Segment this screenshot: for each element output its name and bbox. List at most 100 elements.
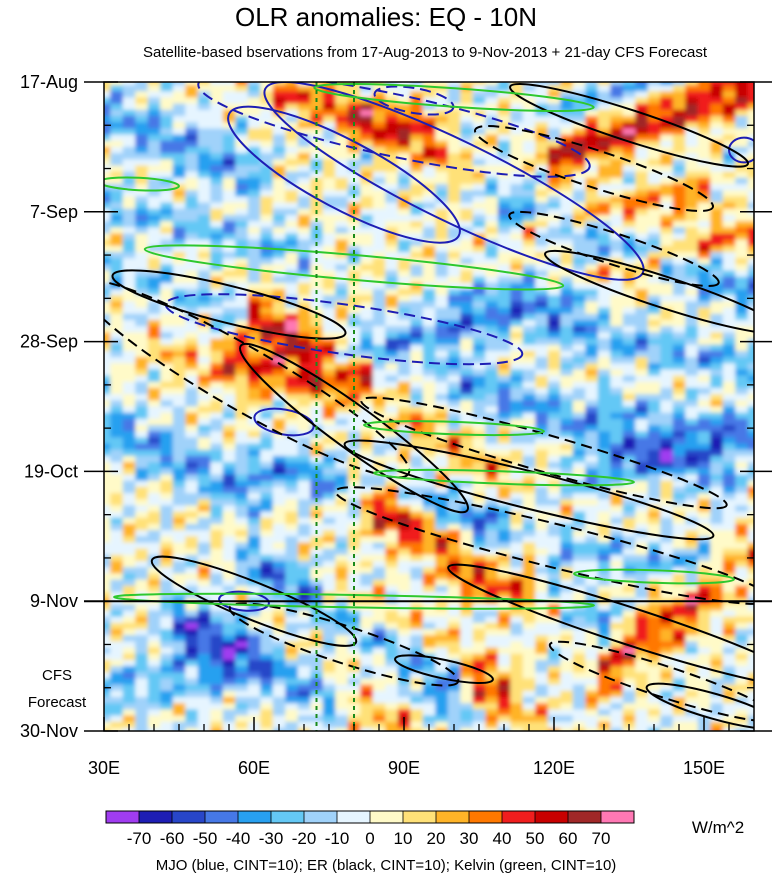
olr-cell xyxy=(260,579,274,587)
olr-cell xyxy=(485,455,499,463)
olr-cell xyxy=(735,91,749,99)
olr-cell xyxy=(597,437,611,445)
olr-cell xyxy=(297,486,311,494)
olr-cell xyxy=(122,183,136,191)
olr-cell xyxy=(104,616,111,624)
olr-cell xyxy=(135,177,149,185)
olr-cell xyxy=(410,245,424,253)
olr-cell xyxy=(385,338,399,346)
olr-cell xyxy=(310,462,324,469)
olr-cell xyxy=(497,165,511,173)
olr-cell xyxy=(122,449,136,457)
olr-cell xyxy=(197,511,211,519)
olr-cell xyxy=(147,128,161,136)
olr-cell xyxy=(447,567,461,574)
olr-cell xyxy=(235,221,249,228)
olr-cell xyxy=(335,573,349,581)
olr-cell xyxy=(572,134,586,142)
olr-cell xyxy=(585,202,599,210)
olr-cell xyxy=(122,480,136,488)
olr-cell xyxy=(597,554,611,562)
olr-cell xyxy=(447,579,461,587)
olr-cell xyxy=(547,579,561,587)
olr-cell xyxy=(747,561,754,568)
olr-cell xyxy=(160,387,174,395)
olr-cell xyxy=(197,418,211,426)
olr-cell xyxy=(85,314,98,321)
olr-cell xyxy=(447,159,461,167)
olr-cell xyxy=(535,239,549,247)
olr-cell xyxy=(747,140,754,148)
olr-cell xyxy=(747,276,754,284)
olr-cell xyxy=(360,523,374,531)
olr-cell xyxy=(235,530,249,537)
olr-cell xyxy=(447,270,461,278)
olr-cell xyxy=(672,480,686,488)
olr-cell xyxy=(247,610,261,618)
olr-cell xyxy=(272,97,286,105)
olr-cell xyxy=(560,295,574,303)
olr-cell xyxy=(560,536,574,544)
olr-cell xyxy=(172,629,186,636)
olr-cell xyxy=(135,542,149,550)
olr-cell xyxy=(435,264,449,272)
olr-cell xyxy=(322,239,336,247)
olr-cell xyxy=(172,591,186,599)
olr-cell xyxy=(197,455,211,463)
olr-cell xyxy=(760,184,772,191)
olr-cell xyxy=(104,221,111,228)
olr-cell xyxy=(135,431,149,438)
olr-cell xyxy=(697,319,711,327)
olr-cell xyxy=(610,338,624,346)
olr-cell xyxy=(147,301,161,309)
olr-cell xyxy=(235,468,249,476)
olr-cell xyxy=(547,412,561,420)
olr-cell xyxy=(135,82,149,86)
olr-cell xyxy=(110,196,124,204)
olr-cell xyxy=(497,295,511,303)
olr-cell xyxy=(547,548,561,556)
olr-cell xyxy=(560,585,574,593)
olr-cell xyxy=(710,208,724,216)
olr-cell xyxy=(222,418,236,426)
olr-cell xyxy=(497,159,511,167)
olr-cell xyxy=(235,511,249,519)
olr-cell xyxy=(648,73,661,80)
olr-cell xyxy=(210,486,224,494)
olr-cell xyxy=(472,208,486,216)
olr-cell xyxy=(285,239,299,247)
olr-cell xyxy=(535,326,549,333)
olr-cell xyxy=(585,610,599,618)
olr-cell xyxy=(610,493,624,500)
olr-cell xyxy=(110,313,124,321)
olr-cell xyxy=(310,73,323,80)
olr-cell xyxy=(597,233,611,241)
olr-cell xyxy=(435,307,449,315)
olr-cell xyxy=(210,418,224,426)
olr-cell xyxy=(210,153,224,160)
olr-cell xyxy=(104,264,111,272)
olr-cell xyxy=(422,165,436,173)
olr-cell xyxy=(210,437,224,445)
olr-cell xyxy=(185,548,199,556)
olr-cell xyxy=(522,332,536,340)
olr-cell xyxy=(647,394,661,401)
olr-cell xyxy=(722,221,736,228)
olr-cell xyxy=(697,183,711,191)
olr-cell xyxy=(697,344,711,352)
olr-cell xyxy=(572,153,586,160)
olr-cell xyxy=(485,140,499,148)
olr-cell xyxy=(735,221,749,228)
olr-cell xyxy=(335,462,349,469)
olr-cell xyxy=(447,109,461,117)
olr-cell xyxy=(585,140,599,148)
olr-cell xyxy=(710,591,724,599)
olr-cell xyxy=(685,270,699,278)
olr-cell xyxy=(660,418,674,426)
olr-cell xyxy=(447,480,461,488)
olr-cell xyxy=(622,202,636,210)
olr-cell xyxy=(547,122,561,129)
olr-cell xyxy=(660,146,674,154)
olr-cell xyxy=(172,357,186,364)
olr-cell xyxy=(447,573,461,581)
